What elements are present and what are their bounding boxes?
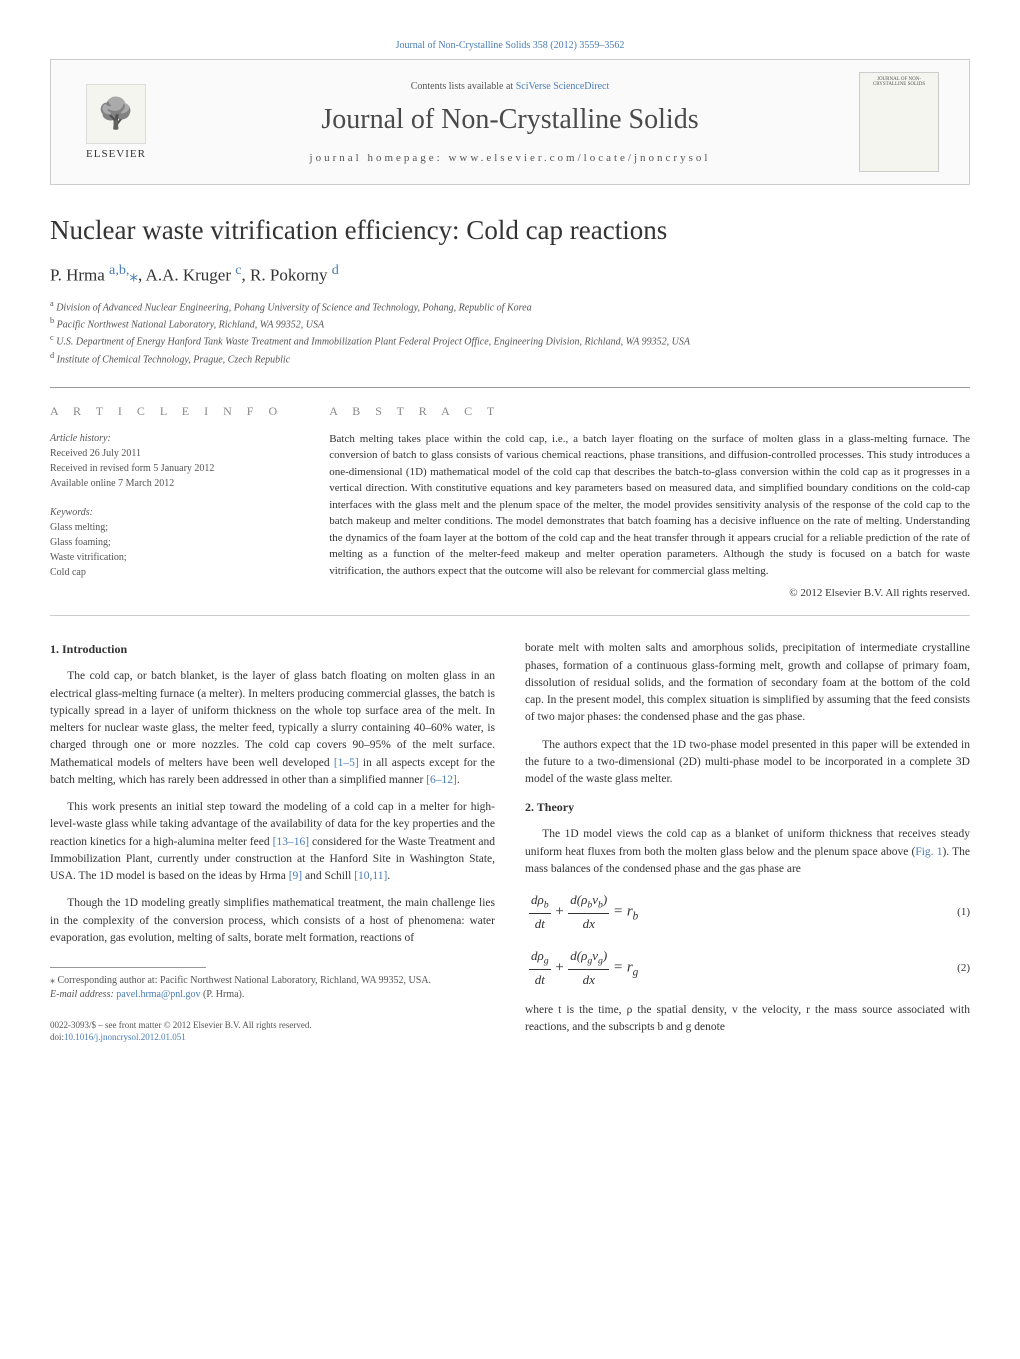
banner-center: Contents lists available at SciVerse Sci…: [161, 81, 859, 164]
affiliations-block: a Division of Advanced Nuclear Engineeri…: [50, 298, 970, 367]
text-span: .: [387, 870, 390, 882]
publisher-logo-block: ELSEVIER: [71, 84, 161, 160]
email-footnote: E-mail address: pavel.hrma@pnl.gov (P. H…: [50, 988, 495, 1002]
equation-1-number: (1): [957, 904, 970, 921]
journal-cover-thumbnail: JOURNAL OF NON-CRYSTALLINE SOLIDS: [859, 72, 939, 172]
text-span: The 1D model views the cold cap as a bla…: [525, 828, 970, 857]
elsevier-text: ELSEVIER: [86, 148, 146, 160]
introduction-heading: 1. Introduction: [50, 640, 495, 658]
text-span: and Schill: [302, 870, 354, 882]
doi-prefix: doi:: [50, 1032, 64, 1042]
theory-paragraph-1: The 1D model views the cold cap as a bla…: [525, 826, 970, 878]
article-info-section: A R T I C L E I N F O Article history: R…: [50, 404, 299, 600]
article-meta-row: A R T I C L E I N F O Article history: R…: [50, 387, 970, 617]
front-matter-line: 0022-3093/$ – see front matter © 2012 El…: [50, 1020, 495, 1032]
abstract-section: A B S T R A C T Batch melting takes plac…: [329, 404, 970, 600]
right-column: borate melt with molten salts and amorph…: [525, 640, 970, 1046]
elsevier-logo: ELSEVIER: [71, 84, 161, 160]
journal-cover-title: JOURNAL OF NON-CRYSTALLINE SOLIDS: [864, 77, 934, 87]
equation-1: dρbdt + d(ρbvb)dx = rb (1): [525, 890, 970, 934]
keywords-label: Keywords:: [50, 505, 299, 520]
keyword: Cold cap: [50, 565, 299, 580]
ref-link[interactable]: [9]: [289, 870, 302, 882]
intro-paragraph-2: This work presents an initial step towar…: [50, 799, 495, 885]
left-column: 1. Introduction The cold cap, or batch b…: [50, 640, 495, 1046]
journal-cover-block: JOURNAL OF NON-CRYSTALLINE SOLIDS: [859, 72, 949, 172]
keyword: Glass foaming;: [50, 535, 299, 550]
email-label: E-mail address:: [50, 989, 116, 1000]
equation-1-expression: dρbdt + d(ρbvb)dx = rb: [525, 890, 957, 934]
text-span: The cold cap, or batch blanket, is the l…: [50, 670, 495, 768]
doi-line: doi:10.1016/j.jnoncrysol.2012.01.051: [50, 1032, 495, 1044]
ref-link[interactable]: [6–12]: [426, 774, 457, 786]
keyword: Glass melting;: [50, 520, 299, 535]
figure-link[interactable]: Fig. 1: [915, 846, 942, 858]
equation-2-number: (2): [957, 960, 970, 977]
article-history: Article history: Received 26 July 2011 R…: [50, 431, 299, 491]
article-info-heading: A R T I C L E I N F O: [50, 404, 299, 419]
journal-homepage: journal homepage: www.elsevier.com/locat…: [161, 152, 859, 164]
abstract-text: Batch melting takes place within the col…: [329, 431, 970, 580]
footnote-separator: [50, 967, 206, 968]
keyword: Waste vitrification;: [50, 550, 299, 565]
equation-2: dρgdt + d(ρgvg)dx = rg (2): [525, 946, 970, 990]
abstract-heading: A B S T R A C T: [329, 404, 970, 419]
journal-name: Journal of Non-Crystalline Solids: [161, 104, 859, 136]
ref-link[interactable]: [1–5]: [334, 757, 359, 769]
email-suffix: (P. Hrma).: [201, 989, 245, 1000]
journal-banner: ELSEVIER Contents lists available at Sci…: [50, 59, 970, 185]
ref-link[interactable]: [10,11]: [354, 870, 387, 882]
theory-heading: 2. Theory: [525, 798, 970, 816]
sciverse-link[interactable]: SciVerse ScienceDirect: [516, 81, 610, 92]
keywords-block: Keywords: Glass melting; Glass foaming; …: [50, 505, 299, 580]
corresponding-author-footnote: ⁎ Corresponding author at: Pacific North…: [50, 974, 495, 988]
history-label: Article history:: [50, 431, 299, 446]
history-line: Received 26 July 2011: [50, 446, 299, 461]
email-link[interactable]: pavel.hrma@pnl.gov: [116, 989, 200, 1000]
contents-prefix: Contents lists available at: [411, 81, 516, 92]
text-span: .: [457, 774, 460, 786]
contents-available-line: Contents lists available at SciVerse Sci…: [161, 81, 859, 92]
history-line: Received in revised form 5 January 2012: [50, 461, 299, 476]
footer-meta: 0022-3093/$ – see front matter © 2012 El…: [50, 1020, 495, 1043]
journal-citation-header: Journal of Non-Crystalline Solids 358 (2…: [50, 40, 970, 51]
author-list: P. Hrma a,b,⁎, A.A. Kruger c, R. Pokorny…: [50, 262, 970, 286]
theory-paragraph-2: where t is the time, ρ the spatial densi…: [525, 1002, 970, 1037]
body-two-column: 1. Introduction The cold cap, or batch b…: [50, 640, 970, 1046]
abstract-copyright: © 2012 Elsevier B.V. All rights reserved…: [329, 587, 970, 599]
col2-paragraph-2: The authors expect that the 1D two-phase…: [525, 737, 970, 789]
intro-paragraph-3: Though the 1D modeling greatly simplifie…: [50, 895, 495, 947]
equation-2-expression: dρgdt + d(ρgvg)dx = rg: [525, 946, 957, 990]
intro-paragraph-1: The cold cap, or batch blanket, is the l…: [50, 668, 495, 789]
ref-link[interactable]: [13–16]: [273, 836, 309, 848]
elsevier-tree-icon: [86, 84, 146, 144]
history-line: Available online 7 March 2012: [50, 476, 299, 491]
doi-link[interactable]: 10.1016/j.jnoncrysol.2012.01.051: [64, 1032, 186, 1042]
article-title: Nuclear waste vitrification efficiency: …: [50, 215, 970, 246]
col2-paragraph-1: borate melt with molten salts and amorph…: [525, 640, 970, 726]
